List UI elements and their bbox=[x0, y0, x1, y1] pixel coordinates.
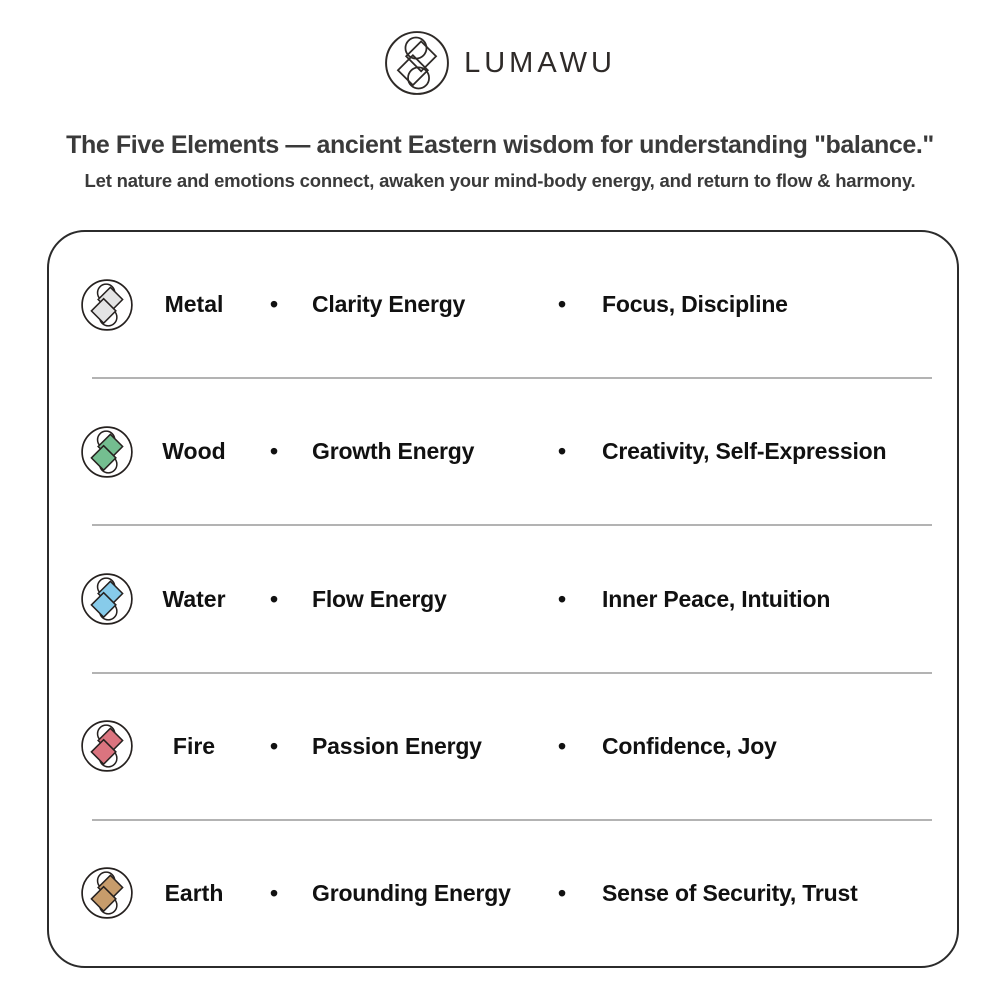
fire-element-icon bbox=[81, 720, 133, 772]
element-traits: Focus, Discipline bbox=[602, 291, 788, 318]
element-energy: Growth Energy bbox=[312, 438, 475, 465]
page-subtitle: Let nature and emotions connect, awaken … bbox=[84, 170, 916, 191]
element-traits: Inner Peace, Intuition bbox=[602, 585, 831, 612]
bullet-separator: • bbox=[269, 879, 279, 906]
bullet-separator: • bbox=[269, 291, 279, 318]
bullet-separator: • bbox=[269, 732, 279, 759]
brand-header: LUMAWU bbox=[0, 28, 1000, 98]
element-row-fire: Fire • Passion Energy • Confidence, Joy bbox=[49, 674, 957, 819]
element-name: Water bbox=[162, 585, 226, 612]
element-energy: Flow Energy bbox=[312, 585, 447, 612]
bullet-separator: • bbox=[269, 585, 279, 612]
element-energy: Clarity Energy bbox=[312, 291, 466, 318]
element-traits: Confidence, Joy bbox=[602, 732, 777, 759]
row-divider bbox=[92, 671, 932, 674]
wood-element-icon bbox=[81, 426, 133, 478]
elements-card: Metal • Clarity Energy • Focus, Discipli… bbox=[47, 230, 959, 968]
row-divider bbox=[92, 377, 932, 380]
brand-name: LUMAWU bbox=[464, 46, 616, 79]
element-traits: Sense of Security, Trust bbox=[602, 879, 858, 906]
element-name: Metal bbox=[164, 291, 224, 318]
element-energy: Grounding Energy bbox=[312, 879, 511, 906]
element-traits: Creativity, Self-Expression bbox=[602, 438, 887, 465]
page-title: The Five Elements — ancient Eastern wisd… bbox=[66, 131, 934, 159]
element-name: Wood bbox=[162, 438, 226, 465]
water-element-icon bbox=[81, 573, 133, 625]
earth-element-icon bbox=[81, 867, 133, 920]
element-name: Fire bbox=[172, 732, 216, 759]
bullet-separator: • bbox=[557, 291, 567, 318]
bullet-separator: • bbox=[269, 438, 279, 465]
lumawu-logo-icon bbox=[385, 31, 450, 95]
bullet-separator: • bbox=[557, 585, 567, 612]
element-energy: Passion Energy bbox=[312, 732, 482, 759]
bullet-separator: • bbox=[557, 438, 567, 465]
row-divider bbox=[92, 818, 932, 821]
element-row-water: Water • Flow Energy • Inner Peace, Intui… bbox=[49, 526, 957, 671]
element-row-metal: Metal • Clarity Energy • Focus, Discipli… bbox=[49, 232, 957, 377]
bullet-separator: • bbox=[557, 732, 567, 759]
element-name: Earth bbox=[164, 879, 224, 906]
element-row-earth: Earth • Grounding Energy • Sense of Secu… bbox=[49, 821, 957, 966]
bullet-separator: • bbox=[557, 879, 567, 906]
row-divider bbox=[92, 524, 932, 527]
metal-element-icon bbox=[81, 278, 133, 331]
element-row-wood: Wood • Growth Energy • Creativity, Self-… bbox=[49, 379, 957, 524]
